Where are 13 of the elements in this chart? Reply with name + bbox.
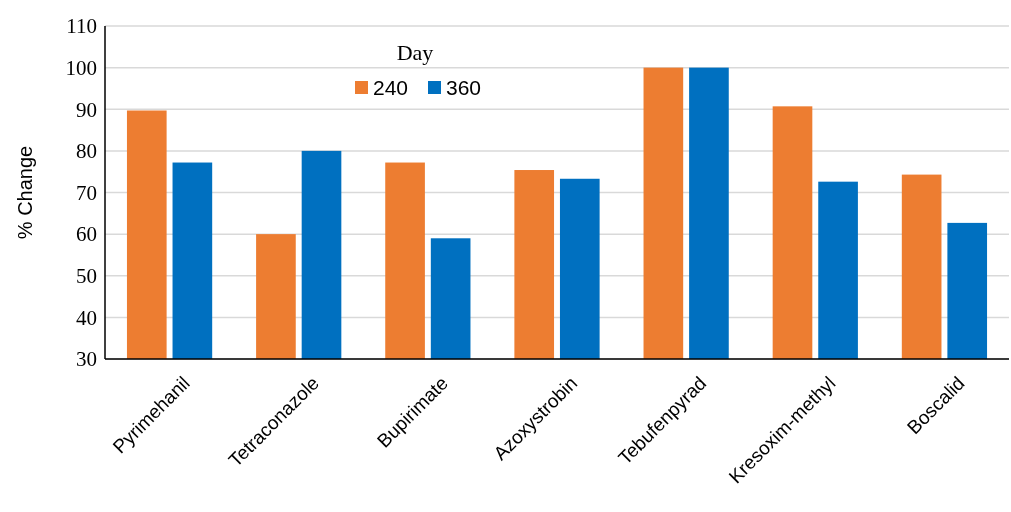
y-tick-label: 70	[76, 180, 97, 205]
legend-label: 240	[373, 76, 409, 100]
y-tick-label: 30	[76, 347, 97, 372]
y-axis-title: % Change	[14, 145, 36, 240]
legend-label: 360	[446, 76, 482, 100]
y-tick-label: 90	[76, 97, 97, 122]
y-tick-label: 80	[76, 139, 97, 164]
y-tick-label: 50	[76, 264, 97, 289]
y-tick-label: 60	[76, 222, 97, 247]
legend-title: Day	[396, 40, 434, 65]
y-tick-label: 40	[76, 305, 97, 330]
y-tick-label: 100	[65, 55, 97, 80]
y-tick-label: 110	[66, 14, 97, 39]
